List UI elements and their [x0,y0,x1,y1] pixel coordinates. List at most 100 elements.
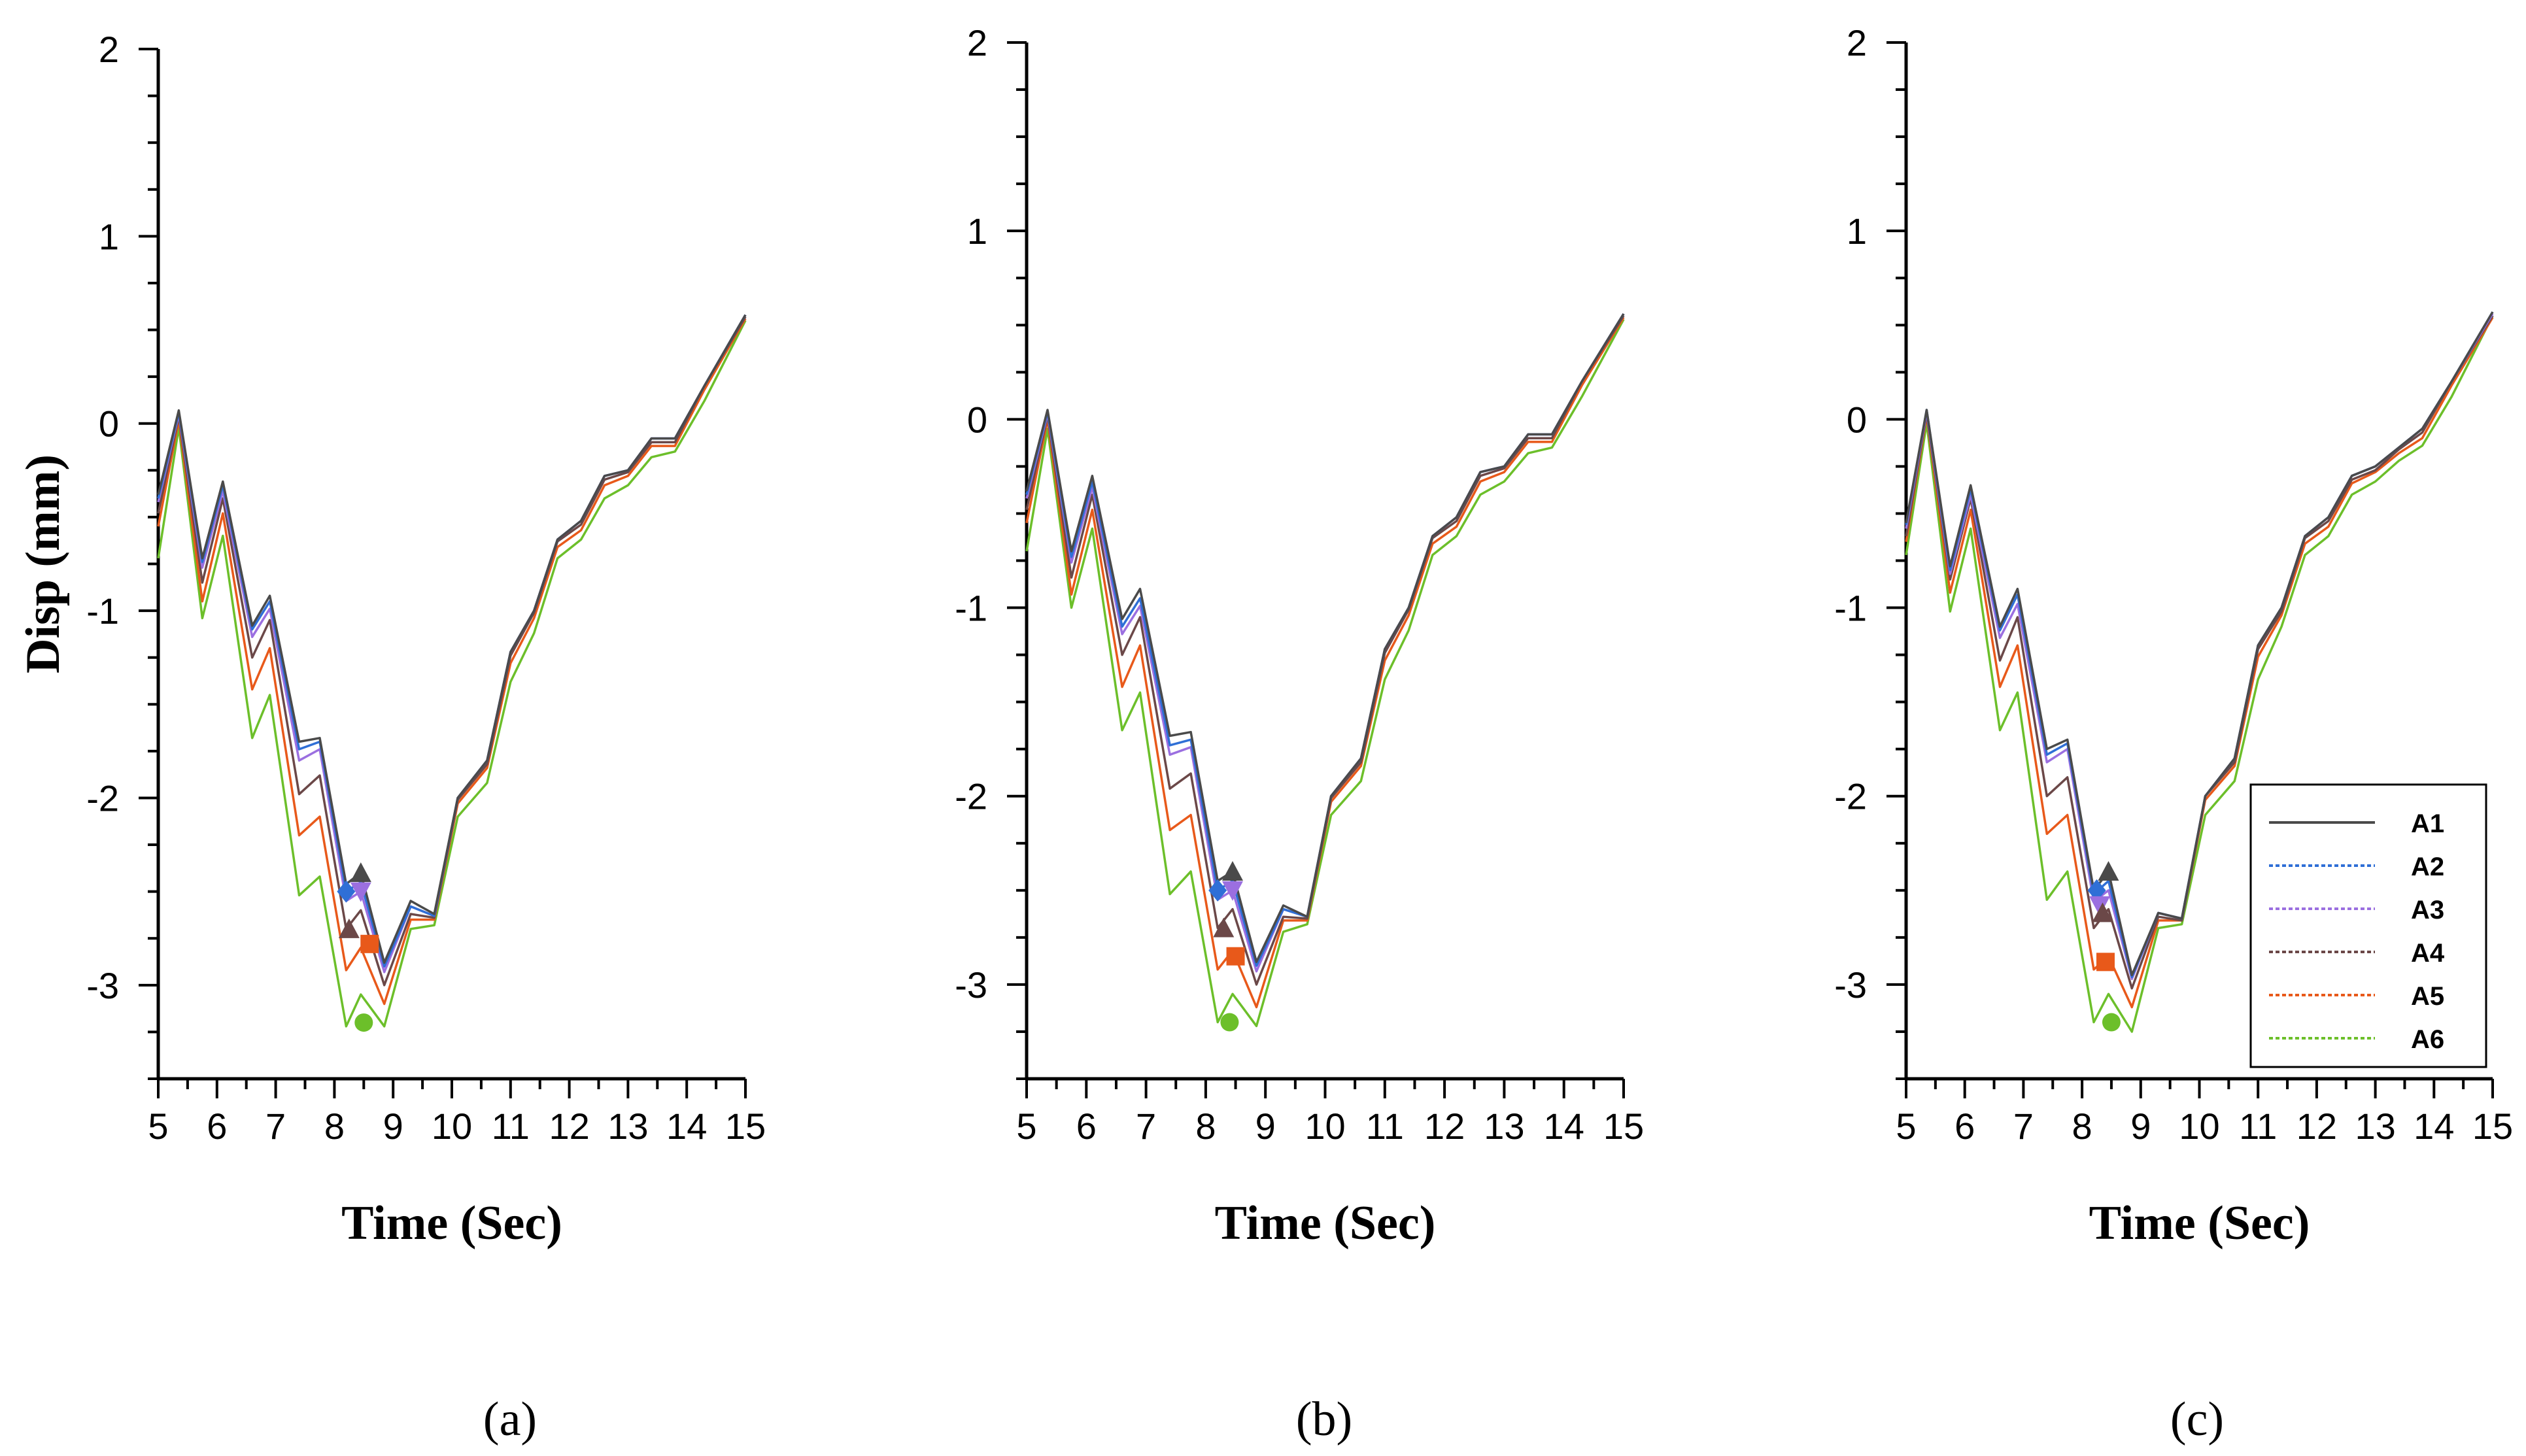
panel-label: (b) [1296,1393,1352,1446]
y-tick-label: -2 [955,776,987,817]
panel-label: (a) [483,1393,537,1446]
y-tick-label: 1 [967,211,987,252]
legend-label-a6: A6 [2411,1025,2444,1054]
x-tick-label: 5 [148,1106,168,1147]
x-tick-label: 11 [492,1106,530,1147]
x-tick-label: 8 [324,1106,345,1147]
marker-a3 [350,882,371,902]
y-tick-label: -2 [1834,776,1867,817]
series-line-a1 [157,314,747,964]
y-tick-label: 0 [967,399,987,440]
x-tick-label: 15 [725,1106,766,1147]
x-tick-label: 12 [1424,1106,1465,1147]
marker-a1 [1221,861,1243,881]
x-tick-label: 7 [2013,1106,2034,1147]
series-line-a5 [157,318,747,1006]
marker-a3 [1221,881,1243,901]
x-tick-label: 11 [1366,1106,1404,1147]
x-axis-title: Time (Sec) [2089,1196,2310,1250]
marker-a1 [2098,861,2119,881]
marker-a5 [1226,947,1245,966]
series-line-a1 [1025,313,1625,964]
x-tick-label: 5 [1896,1106,1916,1147]
y-tick-label: 0 [99,403,119,445]
y-tick-label: 2 [99,29,119,70]
series-line-a6 [157,320,747,1028]
marker-a2 [337,880,356,903]
marker-a5 [360,934,379,953]
x-tick-label: 7 [265,1106,286,1147]
marker-a6 [354,1013,373,1032]
y-tick-label: -1 [86,590,119,632]
y-tick-label: -3 [955,964,987,1006]
x-tick-label: 8 [2072,1106,2092,1147]
series-line-a4 [157,316,747,987]
marker-a6 [1220,1013,1239,1032]
x-tick-label: 9 [1255,1106,1276,1147]
legend-label-a1: A1 [2411,809,2444,838]
y-tick-label: -3 [86,965,119,1006]
series-line-a4 [1905,314,2494,990]
x-tick-label: 14 [1544,1106,1584,1147]
marker-a5 [2096,953,2115,972]
series-line-a2 [1025,313,1625,967]
legend-label-a5: A5 [2411,982,2444,1011]
y-tick-label: 2 [967,22,987,63]
y-tick-label: -2 [86,777,119,819]
series-line-a3 [1025,313,1625,973]
legend-label-a4: A4 [2411,939,2445,968]
x-tick-label: 14 [2414,1106,2454,1147]
legend: A1 A2 A3 A4 A5 A6 [2249,783,2487,1068]
y-tick-label: 1 [99,216,119,257]
series-line-a3 [157,314,747,973]
x-tick-label: 12 [549,1106,589,1147]
x-tick-label: 15 [2472,1106,2513,1147]
marker-a4 [1213,917,1235,938]
marker-a4 [338,918,360,938]
y-tick-label: 2 [1847,22,1867,63]
legend-label-a2: A2 [2411,853,2444,881]
legend-frame [2249,783,2487,1068]
x-tick-label: 13 [1484,1106,1524,1147]
y-tick-label: 1 [1847,211,1867,252]
x-tick-label: 5 [1016,1106,1036,1147]
x-tick-label: 9 [383,1106,403,1147]
marker-a2 [1208,879,1227,902]
y-tick-label: -1 [955,588,987,629]
x-tick-label: 6 [207,1106,227,1147]
marker-a4 [2092,902,2113,923]
x-axis-title: Time (Sec) [341,1196,562,1250]
x-tick-label: 15 [1603,1106,1644,1147]
x-tick-label: 6 [1076,1106,1097,1147]
y-tick-label: -1 [1834,588,1867,629]
series-line-a5 [1025,316,1625,1009]
x-tick-label: 14 [666,1106,707,1147]
marker-a3 [2089,896,2111,916]
x-tick-label: 12 [2296,1106,2337,1147]
series-line-a4 [1025,314,1625,986]
x-tick-label: 10 [432,1106,472,1147]
series-line-a2 [157,314,747,968]
x-tick-label: 8 [1195,1106,1216,1147]
marker-a2 [2087,879,2106,902]
marker-a6 [2102,1013,2121,1032]
marker-a1 [350,862,371,882]
series-line-a1 [1905,311,2494,977]
y-axis-title: Disp (mm) [16,454,70,673]
x-tick-label: 9 [2130,1106,2151,1147]
y-tick-label: -3 [1834,964,1867,1006]
legend-label-a3: A3 [2411,896,2444,924]
x-axis-title: Time (Sec) [1215,1196,1436,1250]
series-line-a6 [1025,318,1625,1028]
x-tick-label: 7 [1136,1106,1156,1147]
x-tick-label: 10 [1305,1106,1345,1147]
x-tick-label: 13 [2355,1106,2395,1147]
x-tick-label: 13 [607,1106,648,1147]
y-tick-label: 0 [1847,399,1867,440]
x-tick-label: 10 [2179,1106,2219,1147]
x-tick-label: 6 [1954,1106,1975,1147]
